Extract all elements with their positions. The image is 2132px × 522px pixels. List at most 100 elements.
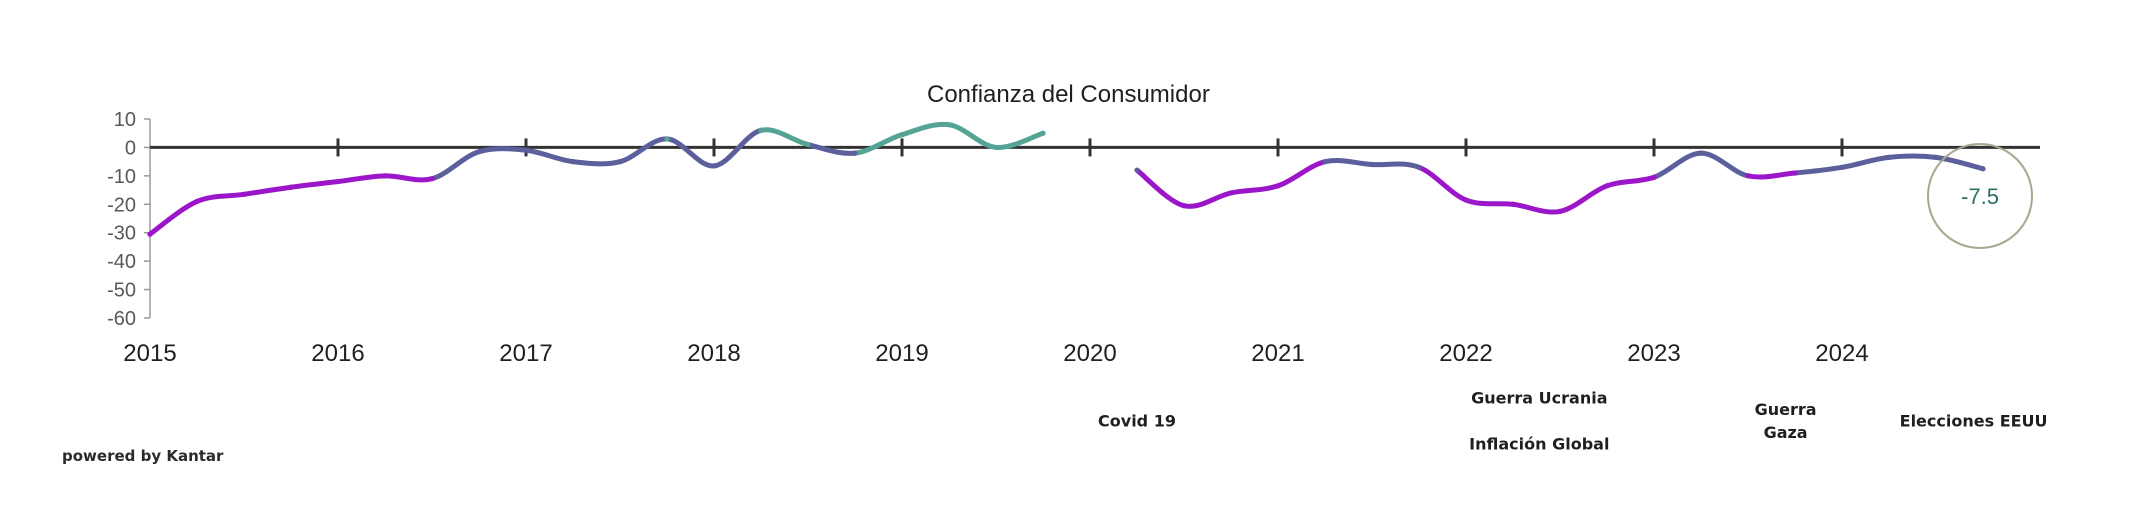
series-line-segment [758, 127, 811, 148]
series-line-segment [805, 142, 858, 156]
series-line-segment [288, 179, 341, 190]
legend: Confianza del Consumidor [871, 81, 1210, 108]
value-callout-circle [1927, 143, 2033, 249]
data-point [1322, 159, 1328, 165]
series-line-segment [1416, 164, 1469, 203]
y-tick-label: -10 [107, 166, 136, 188]
x-axis: 2015 2016 2017 2018 2019 2020 2021 2022 2023 2024 [123, 138, 2040, 367]
series-line-segment [335, 173, 388, 185]
series-line-segment [429, 149, 482, 182]
data-point [476, 149, 482, 155]
series-line-segment [194, 191, 247, 204]
series-line-segment [1651, 150, 1704, 180]
data-point [288, 184, 294, 190]
y-tick-label: 0 [125, 137, 136, 159]
series-line-segment [1886, 153, 1939, 160]
x-tick-label: 2024 [1815, 340, 1868, 367]
series-line-segment [382, 173, 435, 183]
data-point [429, 176, 435, 182]
series-line-segment [1134, 167, 1187, 209]
series-line-segment [147, 198, 200, 237]
series-line-segment [1369, 161, 1422, 170]
data-point [1040, 130, 1046, 136]
data-point [1980, 166, 1986, 172]
data-point [1886, 154, 1892, 160]
event-label: Elecciones EEUU [1900, 412, 2048, 431]
series-line-segment [1322, 157, 1375, 167]
data-point [1745, 173, 1751, 179]
x-tick-label: 2019 [875, 340, 928, 367]
data-point [194, 198, 200, 205]
series-line-segment [993, 130, 1046, 150]
source-footer: powered by Kantar [62, 447, 224, 465]
series-line-segment [1275, 159, 1328, 189]
series-line-segment [1463, 197, 1516, 207]
events-layer: Covid 19 Guerra Ucrania Inflación Global Gu… [1098, 389, 2048, 454]
series-line-segment [1792, 164, 1845, 176]
series-line-segment [476, 146, 529, 155]
x-tick-label: 2023 [1627, 340, 1680, 367]
y-tick-label: -20 [107, 194, 136, 216]
series-line-segment [711, 127, 764, 169]
data-point [1557, 208, 1563, 214]
data-point [711, 163, 717, 169]
y-tick-label: -40 [107, 251, 136, 273]
data-point [1792, 170, 1798, 176]
event-label: Guerra [1755, 400, 1817, 419]
data-point [1604, 183, 1610, 189]
series-layer [147, 121, 1986, 237]
data-point [1463, 197, 1469, 203]
data-point [1181, 203, 1187, 209]
x-tick-label: 2015 [123, 340, 176, 367]
y-tick-label: -30 [107, 223, 136, 245]
x-tick-label: 2017 [499, 340, 552, 367]
data-point [993, 144, 999, 151]
x-tick-label: 2016 [311, 340, 364, 367]
event-label: Covid 19 [1098, 412, 1176, 431]
data-point [1510, 201, 1516, 207]
series-line-segment [617, 136, 670, 165]
data-point [1698, 150, 1704, 156]
data-point [805, 141, 811, 148]
data-point [147, 231, 153, 237]
data-point [1275, 183, 1281, 189]
x-tick-label: 2020 [1063, 340, 1116, 367]
series-line-segment [241, 184, 294, 197]
series-line-segment [1181, 190, 1234, 209]
series-line-segment [664, 136, 717, 169]
series-line-segment [1745, 170, 1798, 180]
data-point [570, 159, 576, 165]
series-line-segment [1839, 154, 1892, 170]
data-point [664, 136, 670, 142]
data-point [523, 147, 529, 153]
legend-label: Confianza del Consumidor [927, 81, 1210, 108]
x-tick-label: 2018 [687, 340, 740, 367]
x-tick-label: 2021 [1251, 340, 1304, 367]
series-line-segment [1698, 150, 1751, 179]
data-point [1416, 164, 1422, 170]
data-point [1134, 167, 1140, 173]
data-point [1369, 161, 1375, 168]
series-line-segment [899, 121, 952, 138]
series-line-segment [1557, 183, 1610, 214]
data-point [946, 122, 952, 128]
data-point [382, 173, 388, 179]
y-tick-label: -50 [107, 280, 136, 302]
series-line-segment [946, 122, 999, 150]
event-label: Gaza [1764, 423, 1808, 442]
series-line-segment [1604, 174, 1657, 189]
data-point [335, 178, 341, 185]
event-label: Inflación Global [1469, 435, 1609, 454]
series-line-segment [1228, 183, 1281, 196]
data-point [1933, 154, 1939, 160]
data-point [899, 132, 905, 138]
series-line-segment [852, 132, 905, 156]
data-point [758, 127, 764, 133]
data-point [241, 191, 247, 197]
data-point [617, 159, 623, 165]
y-tick-label: 10 [114, 109, 136, 131]
callout-layer: -7.5 [1927, 143, 2033, 249]
y-axis: 10 0 -10 -20 -30 -40 -50 -60 [107, 109, 151, 330]
data-point [1839, 164, 1845, 170]
